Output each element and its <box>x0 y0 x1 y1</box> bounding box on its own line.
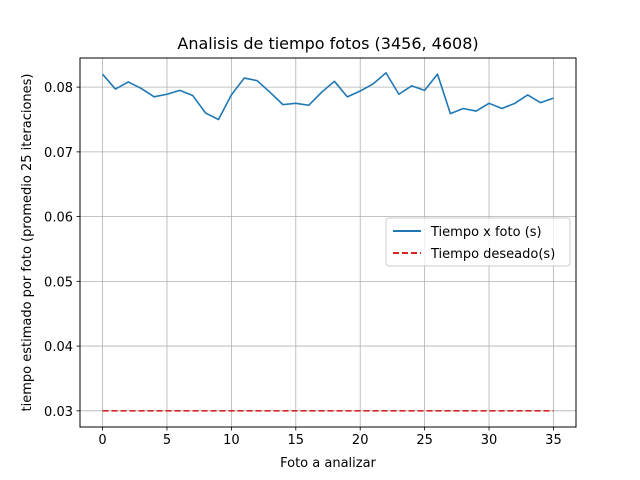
x-tick-label: 5 <box>163 433 171 448</box>
series-line-tiempo-x-foto <box>101 72 554 121</box>
plot-frame <box>79 57 577 428</box>
legend-label-tiempo-x-foto: Tiempo x foto (s) <box>430 225 542 240</box>
legend-box <box>385 217 571 267</box>
y-tick-label: 0.07 <box>44 146 73 161</box>
x-tick-label: 30 <box>481 433 498 448</box>
y-axis-label: tiempo estimado por foto (promedio 25 it… <box>20 74 35 412</box>
x-tick-label: 25 <box>416 433 433 448</box>
series-group <box>101 72 554 412</box>
y-tick-label: 0.05 <box>44 275 73 290</box>
x-tick-label: 0 <box>98 433 106 448</box>
x-tick-label: 10 <box>223 433 240 448</box>
x-axis-label: Foto a analizar <box>280 456 376 471</box>
chart-title: Analisis de tiempo fotos (3456, 4608) <box>177 34 478 53</box>
y-tick-label: 0.04 <box>44 340 73 355</box>
y-tick-label: 0.03 <box>44 405 73 420</box>
legend-label-tiempo-deseado: Tiempo deseado(s) <box>430 247 555 262</box>
ticks: 0 5 10 15 20 25 30 35 0.03 0.04 0.05 0.06 0.07 0.08 <box>44 81 562 448</box>
y-tick-label: 0.06 <box>44 211 73 226</box>
x-tick-label: 35 <box>545 433 562 448</box>
y-tick-label: 0.08 <box>44 81 73 96</box>
legend: Tiempo x foto (s) Tiempo deseado(s) <box>385 217 571 267</box>
x-tick-label: 20 <box>352 433 369 448</box>
x-tick-label: 15 <box>288 433 305 448</box>
